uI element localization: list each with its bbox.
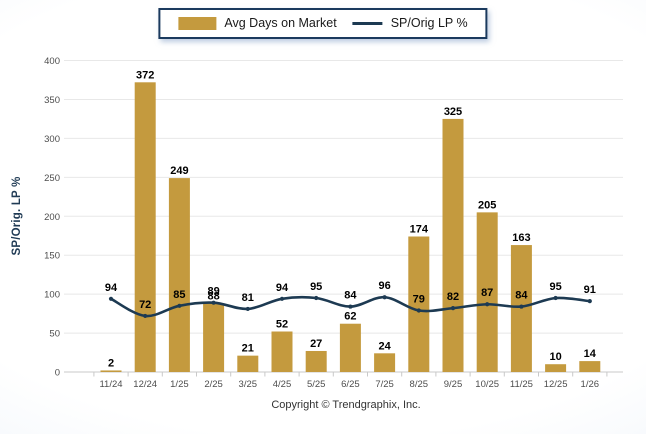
bar-value-label: 249 [170, 165, 188, 177]
x-tick-label: 1/26 [581, 379, 600, 390]
line-point [553, 295, 558, 301]
bar [168, 178, 190, 372]
bar-value-label: 174 [410, 223, 429, 235]
x-tick-label: 4/25 [273, 379, 292, 390]
x-tick-label: 1/25 [170, 379, 189, 390]
bar [579, 361, 601, 372]
line-value-label: 85 [173, 289, 185, 301]
x-tick-label: 11/25 [510, 379, 533, 390]
legend-item-sp-orig-lp: SP/Orig LP % [352, 16, 468, 30]
bar [305, 350, 327, 372]
line-point [314, 295, 319, 301]
bar-series-swatch-icon [178, 16, 217, 30]
x-tick-label: 8/25 [410, 379, 429, 390]
y-tick-label: 400 [44, 56, 60, 67]
x-tick-label: 2/25 [204, 379, 223, 390]
bar-value-label: 2 [108, 357, 114, 369]
line-value-label: 94 [276, 282, 289, 294]
bar [374, 353, 396, 372]
line-point [245, 306, 250, 312]
line-value-label: 89 [207, 286, 219, 298]
x-tick-label: 3/25 [239, 379, 258, 390]
line-value-label: 72 [139, 299, 151, 311]
x-tick-label: 11/24 [99, 379, 122, 390]
legend-label-sp-orig-lp: SP/Orig LP % [390, 16, 468, 30]
legend-box: Avg Days on Market SP/Orig LP % [158, 8, 488, 39]
bar [442, 118, 464, 372]
bar-value-label: 205 [478, 199, 496, 211]
line-point [450, 306, 456, 311]
line-value-label: 91 [584, 284, 596, 296]
bar-value-label: 27 [310, 338, 322, 350]
bar-value-label: 325 [444, 106, 462, 118]
bar [203, 303, 225, 372]
line-point [416, 308, 421, 313]
y-tick-label: 0 [55, 368, 60, 379]
bar [545, 364, 567, 372]
line-point [211, 300, 216, 305]
y-tick-label: 250 [44, 173, 60, 184]
bar-value-label: 14 [584, 348, 597, 360]
bar-value-label: 372 [136, 69, 154, 81]
x-tick-label: 9/25 [444, 379, 463, 390]
line-series-swatch-icon [352, 21, 383, 25]
line-value-label: 82 [447, 291, 459, 303]
line-value-label: 87 [481, 287, 493, 299]
y-tick-label: 200 [44, 212, 60, 223]
line-value-label: 84 [515, 290, 528, 302]
bar [408, 236, 430, 372]
bar [237, 355, 259, 372]
line-point [587, 299, 592, 304]
line-point [108, 296, 114, 301]
bar-value-label: 52 [276, 319, 288, 331]
bar [100, 370, 122, 372]
bar-value-label: 24 [378, 340, 391, 352]
line-value-label: 84 [344, 290, 357, 302]
line-value-label: 95 [310, 281, 322, 293]
line-point [382, 295, 387, 300]
bar-value-label: 62 [344, 311, 356, 323]
line-value-label: 81 [242, 292, 254, 304]
x-tick-label: 5/25 [307, 379, 326, 390]
line-value-label: 94 [105, 282, 118, 294]
line-point [143, 313, 148, 319]
x-tick-label: 10/25 [475, 379, 499, 390]
line-point [279, 296, 285, 301]
y-tick-label: 50 [49, 329, 60, 340]
x-tick-label: 12/25 [544, 379, 568, 390]
bar [134, 82, 156, 373]
line-value-label: 96 [378, 280, 390, 292]
bar-value-label: 163 [512, 232, 530, 244]
bar-value-label: 21 [242, 343, 254, 355]
y-tick-label: 100 [44, 290, 60, 301]
bar-value-label: 10 [549, 351, 561, 363]
x-tick-label: 12/24 [133, 379, 157, 390]
legend-item-avg-days: Avg Days on Market [178, 16, 337, 30]
y-tick-label: 300 [44, 134, 60, 145]
y-tick-label: 350 [44, 95, 60, 106]
line-point [519, 304, 524, 309]
line-point [348, 304, 353, 309]
y-tick-label: 150 [44, 251, 60, 262]
line-value-label: 95 [549, 281, 561, 293]
x-tick-label: 6/25 [341, 379, 360, 390]
bar-value-label: 88 [207, 290, 219, 302]
bar [476, 212, 498, 372]
line-point [485, 302, 490, 307]
copyright-text: Copyright © Trendgraphix, Inc. [271, 399, 421, 411]
line-value-label: 79 [413, 293, 425, 305]
bar [271, 331, 293, 372]
x-tick-label: 7/25 [375, 379, 394, 390]
legend-label-avg-days: Avg Days on Market [224, 16, 337, 30]
line-point [177, 303, 182, 308]
bar [339, 323, 361, 372]
